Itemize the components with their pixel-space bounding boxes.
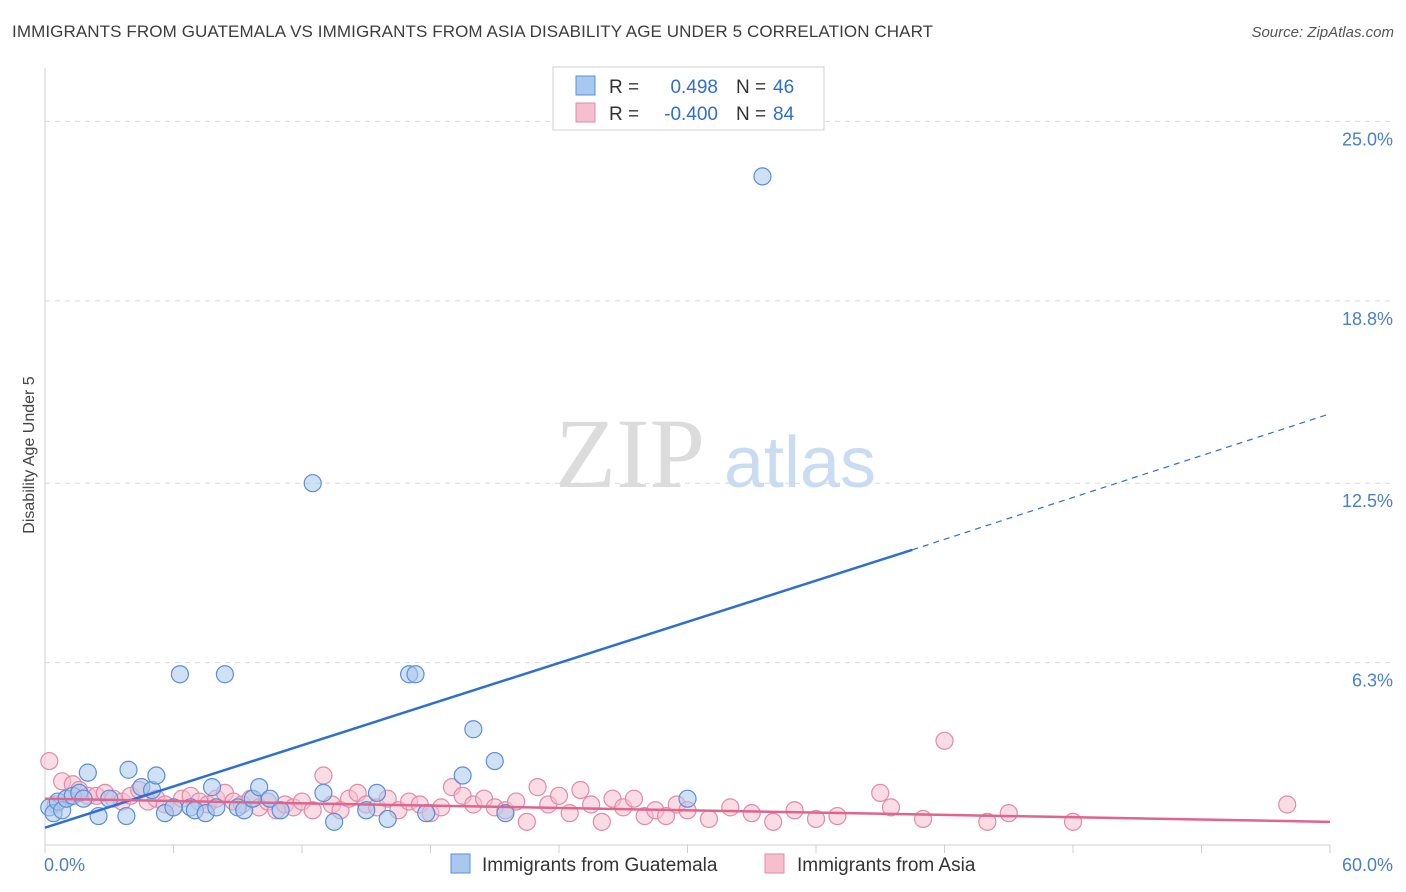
legend-label-guatemala: Immigrants from Guatemala (482, 855, 718, 876)
watermark-zip: ZIP (555, 398, 705, 509)
guatemala-point (147, 766, 166, 785)
stats-n-label-asia: N = (736, 104, 766, 125)
legend-label-asia: Immigrants from Asia (797, 855, 976, 876)
asia-point (571, 780, 590, 800)
asia-point (40, 751, 59, 771)
asia-point (978, 812, 997, 831)
stats-r-label-guatemala: R = (609, 77, 639, 98)
chart-title: IMMIGRANTS FROM GUATEMALA VS IMMIGRANTS … (12, 22, 934, 41)
asia-point (785, 801, 804, 820)
guatemala-point (78, 763, 97, 782)
stats-n-value-guatemala: 46 (773, 77, 794, 98)
gridlines (44, 120, 1390, 853)
guatemala-point (453, 766, 472, 785)
y-tick-label: 6.3% (1352, 671, 1393, 691)
asia-point (871, 783, 890, 803)
guatemala-point (378, 809, 397, 829)
asia-point (528, 778, 547, 797)
guatemala-point (417, 804, 436, 823)
stats-swatch-guatemala (575, 75, 596, 96)
legend-swatch-guatemala (450, 853, 471, 874)
asia-point (913, 809, 933, 829)
y-axis-label: Disability Age Under 5 (21, 376, 38, 534)
guatemala-point (215, 665, 234, 684)
guatemala-point (464, 720, 483, 739)
guatemala-point (678, 789, 697, 808)
stats-r-value-guatemala: 0.498 (670, 77, 718, 98)
legend-swatch-asia (764, 853, 785, 874)
guatemala-point (119, 760, 138, 779)
guatemala-point (117, 806, 136, 826)
asia-point (764, 812, 783, 831)
asia-point (549, 786, 569, 805)
stats-r-label-asia: R = (609, 104, 639, 125)
guatemala-point (357, 801, 376, 820)
asia-point (303, 801, 322, 820)
x-axis-tick-labels: 0.0% 60.0% (44, 855, 1393, 875)
asia-point (721, 798, 740, 817)
guatemala-point (367, 783, 387, 803)
asia-point (517, 812, 536, 831)
asia-point (507, 792, 526, 811)
asia-point (624, 789, 644, 808)
stats-r-value-asia: -0.400 (664, 104, 718, 125)
asia-point (656, 806, 676, 826)
trend-lines (44, 413, 1331, 829)
guatemala-point (303, 474, 322, 493)
y-axis-tick-labels: 6.3% 12.5% 18.8% 25.0% (1342, 129, 1393, 690)
guatemala-point (250, 778, 269, 797)
guatemala-point (202, 778, 222, 797)
series-points (40, 167, 1297, 831)
guatemala-point (314, 783, 333, 803)
asia-point (314, 766, 333, 785)
y-tick-label: 12.5% (1342, 491, 1393, 511)
stats-box-frame (552, 66, 825, 131)
asia-trend-line (44, 797, 1331, 824)
guatemala-trend-line (44, 548, 913, 829)
x-tick-label: 60.0% (1342, 855, 1393, 875)
asia-point (742, 804, 761, 823)
asia-point (582, 795, 601, 814)
asia-point (828, 806, 847, 826)
guatemala-point (170, 665, 190, 684)
stats-n-label-guatemala: N = (736, 77, 766, 98)
guatemala-point (406, 665, 425, 684)
y-tick-label: 18.8% (1342, 309, 1393, 329)
asia-point (881, 798, 901, 817)
guatemala-point (753, 167, 772, 186)
asia-point (1278, 795, 1297, 814)
guatemala-trend-extension (912, 413, 1331, 551)
stats-swatch-asia (575, 102, 596, 123)
guatemala-point (496, 804, 515, 823)
watermark: ZIP atlas (555, 398, 876, 509)
asia-point (999, 804, 1018, 823)
asia-point (935, 731, 954, 750)
asia-point (806, 809, 826, 829)
guatemala-point (207, 798, 226, 817)
guatemala-point (325, 812, 344, 831)
stats-n-value-asia: 84 (773, 104, 795, 125)
chart-source: Source: ZipAtlas.com (1251, 24, 1394, 41)
stats-box: R = 0.498 N = 46 R = -0.400 N = 84 (552, 66, 825, 131)
axes (44, 68, 1330, 846)
guatemala-point (271, 801, 290, 820)
legend: Immigrants from Guatemala Immigrants fro… (450, 853, 976, 876)
y-tick-label: 25.0% (1342, 129, 1393, 149)
asia-point (699, 809, 719, 829)
x-tick-label: 0.0% (44, 855, 85, 875)
asia-point (592, 812, 611, 831)
watermark-atlas: atlas (724, 423, 876, 503)
guatemala-point (485, 751, 504, 771)
